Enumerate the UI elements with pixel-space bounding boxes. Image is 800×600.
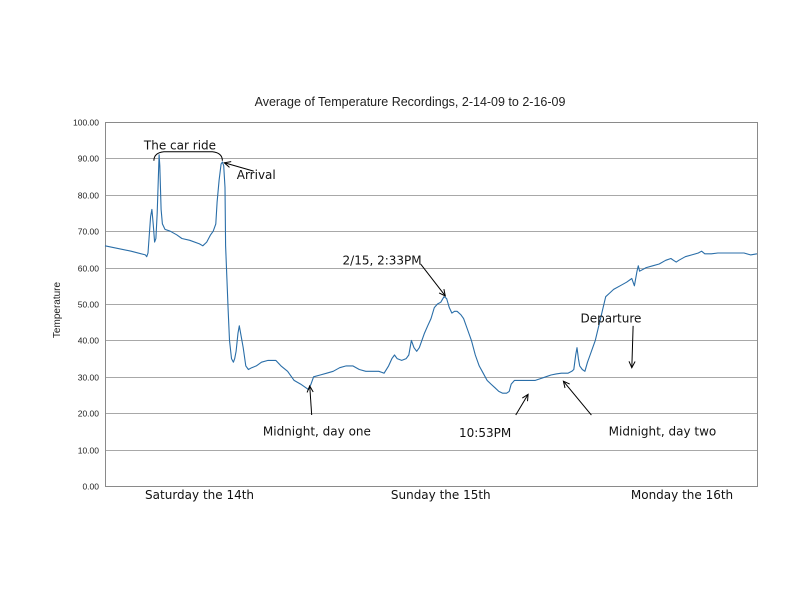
y-tick-label: 90.00 [78,154,100,164]
annotation-label: 2/15, 2:33PM [343,253,422,267]
arrowhead [223,161,232,168]
annotation-arrow [420,263,446,297]
y-tick-label: 20.00 [78,409,100,419]
arrowhead [522,393,529,402]
plot-area-border [105,122,758,487]
grid-lines [105,158,757,451]
y-tick-label: 40.00 [78,336,100,346]
x-tick-label: Sunday the 15th [391,488,491,502]
y-tick-label: 50.00 [78,300,100,310]
y-tick-label: 0.00 [82,482,99,492]
x-tick-label: Monday the 16th [631,488,733,502]
series-layer [104,154,758,394]
annotation-label: Arrival [237,168,276,182]
chart-title: Average of Temperature Recordings, 2-14-… [255,95,566,109]
annotations: The car ride Arrival 2/15, 2:33PM Departure… [143,139,716,441]
y-tick-label: 10.00 [78,446,100,456]
y-tick-label: 60.00 [78,264,100,274]
y-tick-label: 80.00 [78,191,100,201]
annotation-label: The car ride [143,139,216,153]
annotation-arrow [631,325,634,368]
x-tick-labels: Saturday the 14th Sunday the 15th Monday t… [145,488,733,502]
arrowhead [562,380,570,389]
annotation-label: Midnight, day two [609,424,717,438]
y-tick-label: 30.00 [78,373,100,383]
annotation-label: Departure [581,312,642,326]
x-tick-label: Saturday the 14th [145,488,254,502]
y-axis-label: Temperature [52,281,63,338]
y-tick-label: 100.00 [73,118,99,128]
annotation-label: Midnight, day one [263,424,371,438]
y-tick-labels: 0.00 10.00 20.00 30.00 40.00 50.00 60.00 70.00 8… [73,118,99,492]
annotation-arrow [224,162,254,172]
annotation-arrow [515,394,529,416]
temperature-series-line [104,154,758,394]
y-tick-label: 70.00 [78,227,100,237]
annotation-arrow [562,380,592,416]
annotation-arrow [309,385,313,416]
arrowhead [306,384,314,393]
arrowhead [628,361,636,369]
annotation-brace [153,151,223,161]
arrowhead [438,289,446,297]
plot-frame [105,122,758,487]
annotation-label: 10:53PM [459,426,511,440]
